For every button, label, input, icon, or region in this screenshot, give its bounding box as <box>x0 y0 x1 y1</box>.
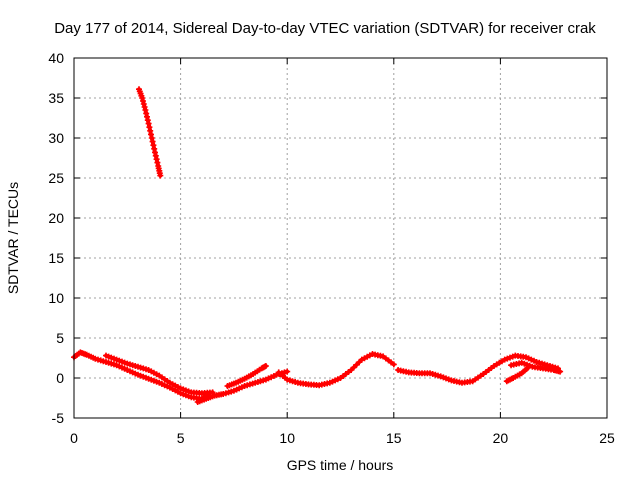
data-series-arc-g <box>508 359 564 375</box>
data-series-arc-d <box>224 363 269 389</box>
data-series-arc-e <box>275 351 397 389</box>
data-point <box>390 361 397 368</box>
y-tick-label: 0 <box>56 370 64 386</box>
chart-title: Day 177 of 2014, Sidereal Day-to-day VTE… <box>54 20 596 37</box>
x-tick-label: 15 <box>386 430 402 446</box>
data-point <box>525 364 532 371</box>
data-point <box>262 363 269 369</box>
data-layer <box>71 86 564 405</box>
y-tick-label: 25 <box>48 170 64 186</box>
y-tick-label: 40 <box>48 50 64 66</box>
x-tick-label: 10 <box>279 430 295 446</box>
data-point <box>557 368 564 375</box>
data-series-arc-b <box>103 352 216 397</box>
y-tick-label: -5 <box>52 410 65 426</box>
data-point <box>157 172 164 179</box>
y-tick-label: 30 <box>48 130 64 146</box>
x-tick-label: 20 <box>493 430 509 446</box>
x-axis-ticks: 0 5 10 15 20 25 <box>70 58 615 446</box>
y-tick-label: 35 <box>48 90 64 106</box>
x-tick-label: 5 <box>177 430 185 446</box>
y-axis-label: SDTVAR / TECUs <box>5 182 21 294</box>
data-series-arc-c <box>194 368 291 405</box>
x-tick-label: 0 <box>70 430 78 446</box>
y-tick-label: 15 <box>48 250 64 266</box>
y-tick-label: 10 <box>48 290 64 306</box>
y-tick-label: 20 <box>48 210 64 226</box>
data-point <box>284 368 291 375</box>
data-series-arc-high <box>136 86 164 179</box>
y-tick-label: 5 <box>56 330 64 346</box>
plot-frame <box>73 57 608 419</box>
y-axis-ticks: -5 0 5 10 15 20 25 30 35 40 <box>48 50 607 426</box>
x-axis-label: GPS time / hours <box>287 457 394 473</box>
data-series-arc-h <box>503 364 532 385</box>
x-tick-label: 25 <box>599 430 615 446</box>
